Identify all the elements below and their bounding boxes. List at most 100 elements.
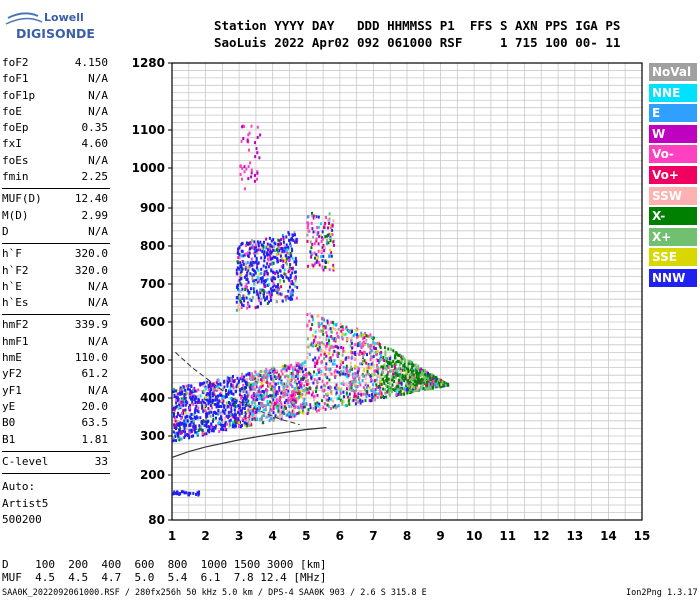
echo-point [278,280,281,284]
echo-point [347,355,350,359]
echo-point [269,249,272,253]
param-name: foF1p [2,88,36,102]
echo-point [296,362,299,366]
echo-point [273,375,276,379]
echo-point [332,399,334,403]
echo-point [368,399,371,403]
echo-point [339,323,342,326]
echo-point [314,330,317,334]
echo-point [356,370,359,374]
echo-point [296,386,299,390]
echo-point [263,282,266,286]
lowell-digisonde-logo: Lowell DIGISONDE [5,11,95,41]
x-tick-label: 4 [269,529,277,543]
echo-point [250,287,252,291]
echo-point [315,215,318,219]
echo-point [255,373,258,376]
echo-point [306,356,309,360]
echo-point [376,396,379,399]
echo-point [370,362,373,366]
echo-point [192,425,195,429]
echo-point [422,378,425,382]
echo-point [363,352,365,356]
echo-point [223,427,226,431]
echo-point [245,286,248,290]
echo-point [198,427,201,431]
echo-point [204,396,207,399]
echo-point [215,381,218,385]
echo-point [254,404,257,408]
echo-point [274,271,277,275]
echo-point [394,353,397,357]
echo-point [274,382,277,386]
echo-point [309,312,311,316]
echo-point [337,327,340,331]
echo-point [236,417,239,421]
echo-point [282,276,284,279]
echo-point [276,290,279,294]
echo-point [378,376,381,379]
echo-point [273,241,276,245]
echo-point [287,252,290,256]
echo-point [235,399,238,403]
echo-point [259,133,262,137]
echo-point [300,395,303,399]
echo-point [313,242,316,246]
echo-point [362,386,365,390]
echo-point [298,392,301,396]
echo-point [295,259,298,263]
echo-point [302,389,305,393]
echo-point [351,346,354,350]
echo-point [234,412,237,416]
echo-point [354,353,357,356]
echo-point [369,358,372,362]
echo-point [392,388,395,392]
echo-point [423,375,426,379]
echo-point [334,404,337,408]
echo-point [420,381,423,385]
echo-point [306,383,308,386]
echo-point [283,243,286,247]
echo-point [422,387,425,390]
echo-point [335,364,338,368]
echo-point [184,396,187,400]
echo-point [386,357,389,361]
echo-point [427,379,430,383]
echo-point [393,367,396,371]
echo-point [220,405,223,408]
echo-point [335,406,338,410]
echo-point [294,397,297,401]
echo-point [239,281,242,285]
echo-point [419,373,422,377]
echo-point [259,373,262,377]
echo-point [289,383,292,387]
echo-point [388,389,391,392]
echo-point [345,383,348,387]
echo-point [295,361,297,365]
echo-point [260,271,263,275]
echo-point [311,374,314,378]
echo-point [362,337,365,340]
echo-point [311,252,314,256]
echo-point [294,413,297,417]
echo-point [310,393,313,397]
param-value: N/A [88,334,108,348]
echo-point [189,392,191,396]
echo-point [317,225,320,229]
echo-point [374,393,377,397]
echo-point [371,393,373,397]
echo-point [412,373,415,377]
echo-point [374,350,377,354]
echo-point [303,397,306,401]
echo-point [265,375,268,379]
echo-point [329,233,332,236]
echo-point [222,399,225,403]
echo-point [228,379,231,383]
echo-point [331,362,334,366]
echo-point [358,376,361,380]
echo-point [329,224,332,228]
echo-point [269,409,271,413]
echo-point [295,237,298,241]
param-name: yF2 [2,367,22,381]
echo-point [383,375,386,378]
